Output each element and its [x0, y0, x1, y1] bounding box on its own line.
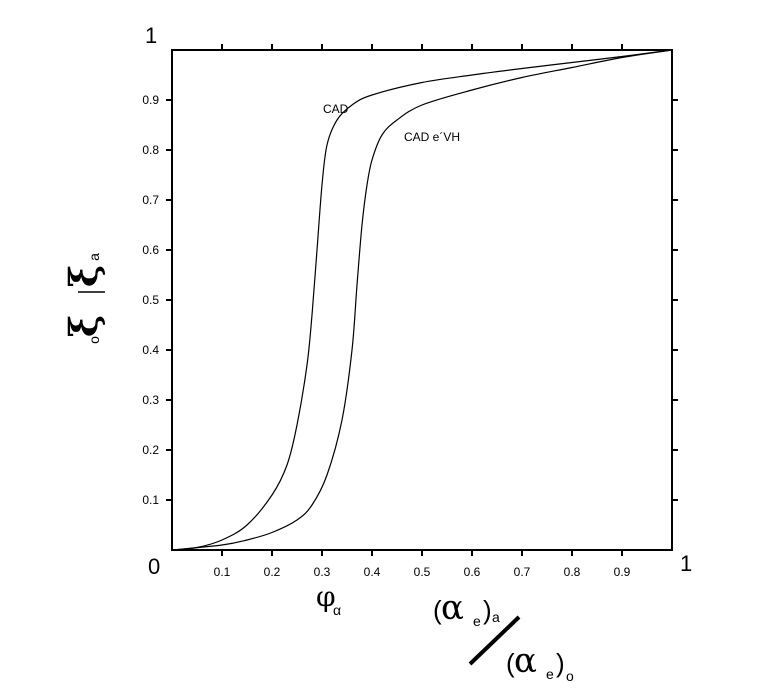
y-tick-label: 0.2 [142, 443, 159, 457]
origin-label: 0 [148, 554, 160, 579]
series-label-cad: CAD [323, 102, 349, 116]
tick-marks [166, 44, 678, 556]
y-tick-label: 0.5 [142, 293, 159, 307]
x-formula-num-sub-a: a [492, 609, 500, 625]
series-line-cad-evh [171, 49, 673, 551]
x-formula-num-sub-e: e [473, 613, 481, 629]
x-tick-label: 0.8 [564, 565, 581, 579]
y-tick-label: 0.6 [142, 243, 159, 257]
series-label-cad-evh: CAD e´VH [404, 130, 460, 144]
x-formula-num-alpha: α [441, 588, 464, 628]
y-tick-label: 0.4 [142, 343, 159, 357]
series-lines [171, 49, 673, 551]
y-tick-label: 0.3 [142, 393, 159, 407]
y-tick-label: 0.1 [142, 493, 159, 507]
x-formula-den-open: ( [506, 648, 515, 678]
x-tick-label: 0.5 [414, 565, 431, 579]
x-formula-den-close: ) [556, 648, 565, 678]
x-formula-den-alpha: α [514, 641, 537, 681]
x-tick-label: 0.2 [264, 565, 281, 579]
x-formula-num-open: ( [433, 595, 442, 625]
y-tick-label: 0.8 [142, 143, 159, 157]
x-formula-num-close: ) [483, 595, 492, 625]
y-label-sub-a: a [86, 253, 102, 261]
x-tick-label: 0.7 [514, 565, 531, 579]
x-tick-label: 0.6 [464, 565, 481, 579]
x-tick-labels: 0.1 0.2 0.3 0.4 0.5 0.6 0.7 0.8 0.9 [214, 565, 631, 579]
y-label-xi-top: ξ [61, 265, 106, 288]
y-label-xi-bottom: ξ [61, 315, 106, 338]
x-tick-label: 0.9 [614, 565, 631, 579]
x-label-alpha-sub: α [333, 602, 341, 618]
x-max-label: 1 [680, 551, 692, 576]
y-max-label: 1 [145, 23, 157, 48]
x-tick-label: 0.4 [364, 565, 381, 579]
y-tick-label: 0.9 [142, 93, 159, 107]
plot-frame [171, 49, 673, 551]
series-line-cad [171, 49, 673, 551]
x-formula-den-sub-o: o [566, 668, 574, 684]
x-formula-slash [468, 615, 521, 666]
x-formula-den-sub-e: e [546, 666, 554, 682]
y-axis-label-glyphs: ξ a ξ o [61, 253, 106, 344]
y-label-sub-o: o [86, 336, 102, 344]
x-tick-label: 0.3 [314, 565, 331, 579]
x-label-phi: φ [316, 580, 336, 613]
y-tick-label: 0.7 [142, 193, 159, 207]
x-formula: ( α e ) a ( α e ) o [433, 588, 574, 684]
x-tick-label: 0.1 [214, 565, 231, 579]
y-tick-labels: 0.1 0.2 0.3 0.4 0.5 0.6 0.7 0.8 0.9 [142, 93, 159, 507]
